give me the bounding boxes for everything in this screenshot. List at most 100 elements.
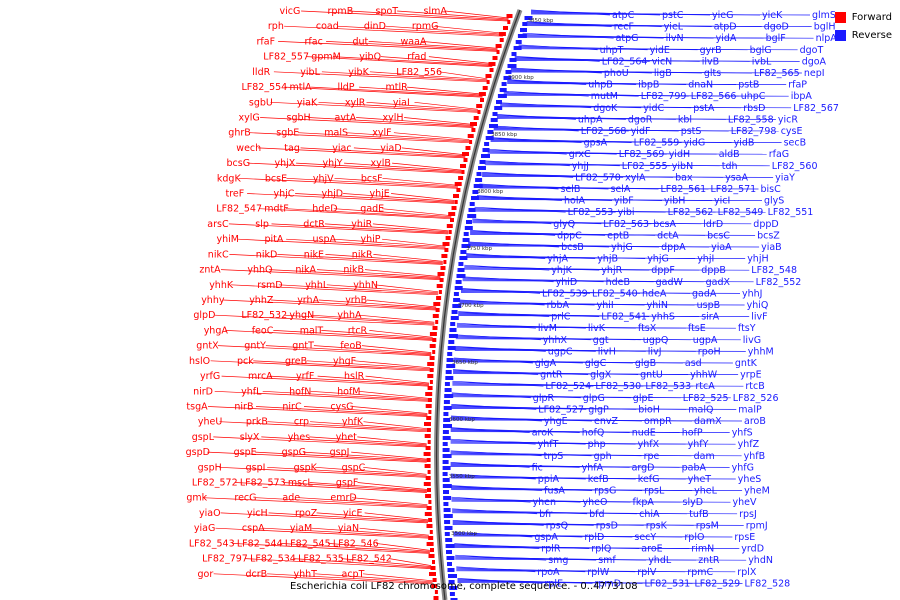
reverse-leader-line bbox=[450, 454, 742, 457]
reverse-gene-feature bbox=[505, 70, 512, 74]
forward-leader-line bbox=[351, 497, 428, 506]
forward-gene-label: LF82_572 bbox=[192, 478, 238, 489]
reverse-gene-label: bglH bbox=[814, 22, 836, 33]
forward-gene-feature bbox=[425, 392, 433, 396]
reverse-gene-label: rimN bbox=[691, 544, 714, 555]
reverse-gene-feature bbox=[468, 208, 476, 212]
forward-leader-line bbox=[220, 512, 429, 524]
reverse-gene-feature bbox=[443, 514, 453, 518]
forward-gene-feature bbox=[428, 536, 434, 540]
forward-leader-line bbox=[318, 101, 478, 112]
reverse-gene-label: ftsX bbox=[638, 323, 657, 334]
forward-gene-feature bbox=[428, 500, 432, 504]
forward-gene-feature bbox=[443, 260, 447, 264]
forward-gene-label: yibK bbox=[348, 67, 369, 78]
ruler-tick-labels: 3850 kbp 3900 kbp 3850 kbp 3800 kbp 3750 kbp… bbox=[449, 18, 554, 537]
forward-gene-feature bbox=[480, 98, 484, 102]
reverse-gene-feature bbox=[442, 454, 452, 458]
forward-leader-line bbox=[277, 254, 443, 264]
forward-gene-label: slyX bbox=[240, 432, 260, 443]
forward-gene-label: gspG bbox=[282, 447, 306, 458]
forward-leader-line bbox=[278, 284, 439, 295]
forward-gene-label: spoT bbox=[376, 6, 399, 17]
reverse-gene-feature bbox=[513, 46, 522, 50]
reverse-gene-label: malP bbox=[738, 404, 762, 415]
forward-leader-line bbox=[366, 299, 437, 308]
forward-leader-line bbox=[221, 375, 430, 387]
reverse-gene-feature bbox=[442, 460, 449, 464]
reverse-gene-label: bglF bbox=[766, 33, 786, 44]
forward-gene-feature bbox=[435, 308, 440, 312]
reverse-leader-line bbox=[453, 373, 739, 375]
forward-leader-line bbox=[298, 497, 428, 507]
reverse-gene-label: bfr bbox=[539, 509, 552, 520]
reverse-leader-line bbox=[472, 222, 752, 225]
forward-gene-label: LF82_557 bbox=[263, 52, 309, 63]
reverse-leader-line bbox=[451, 408, 737, 410]
forward-gene-feature bbox=[445, 236, 451, 240]
forward-gene-label: yrhA bbox=[297, 295, 319, 306]
forward-gene-label: yiac bbox=[332, 143, 351, 154]
forward-leader-line bbox=[214, 314, 435, 326]
reverse-gene-label: ilvN bbox=[666, 33, 684, 44]
reverse-gene-label: uhpT bbox=[600, 45, 624, 56]
reverse-leader-line bbox=[450, 431, 730, 433]
forward-gene-feature bbox=[460, 164, 466, 168]
forward-leader-line bbox=[351, 451, 427, 460]
reverse-gene-label: yieG bbox=[712, 10, 733, 21]
reverse-gene-label: gspA bbox=[534, 532, 558, 543]
forward-leader-line bbox=[310, 314, 435, 324]
reverse-gene-label: gadX bbox=[706, 277, 731, 288]
reverse-gene-feature bbox=[442, 448, 450, 452]
forward-gene-label: recG bbox=[234, 493, 256, 504]
reverse-gene-label: glgB bbox=[635, 358, 656, 369]
forward-gene-label: yhjC bbox=[274, 189, 295, 200]
reverse-gene-label: rplE bbox=[545, 578, 564, 589]
reverse-gene-labels: atpC pstC yieG yieK glmS recF yieL atpD dgoD bglH… bbox=[532, 10, 839, 589]
ruler-tick-label: 3550 kbp bbox=[449, 474, 475, 480]
forward-leader-line bbox=[306, 360, 431, 370]
reverse-leader-line bbox=[454, 547, 740, 549]
forward-leader-line bbox=[334, 238, 446, 248]
forward-gene-label: yhet bbox=[336, 432, 357, 443]
reverse-gene-label: tdh bbox=[722, 161, 738, 172]
forward-gene-label: LF82_556 bbox=[396, 67, 442, 78]
forward-gene-label: malS bbox=[324, 128, 348, 139]
forward-gene-feature bbox=[424, 512, 432, 516]
reverse-gene-feature bbox=[494, 106, 503, 110]
forward-leader-line bbox=[284, 86, 483, 98]
reverse-gene-label: ibpB bbox=[638, 80, 659, 91]
forward-gene-label: avtA bbox=[335, 113, 357, 124]
forward-gene-label: LF82_544 bbox=[237, 538, 283, 549]
reverse-gene-label: hofP bbox=[682, 428, 703, 439]
forward-leader-line bbox=[349, 10, 509, 21]
forward-gene-feature bbox=[478, 92, 486, 96]
reverse-gene-label: LF82_533 bbox=[645, 381, 691, 392]
forward-gene-label: LF82_547 bbox=[216, 204, 262, 215]
reverse-gene-feature bbox=[444, 382, 450, 386]
forward-gene-label: slp bbox=[255, 219, 269, 230]
forward-leader-line bbox=[311, 527, 429, 537]
forward-gene-label: yiaI bbox=[393, 97, 410, 108]
forward-leader-line bbox=[269, 375, 430, 386]
forward-gene-label: acpT bbox=[342, 569, 365, 580]
forward-leader-line bbox=[439, 71, 488, 80]
forward-gene-label: yhhZ bbox=[249, 295, 274, 306]
reverse-gene-feature bbox=[479, 160, 486, 164]
forward-gene-label: yhhy bbox=[201, 295, 225, 306]
reverse-leader-line bbox=[455, 558, 747, 561]
forward-leader-line bbox=[257, 147, 466, 159]
forward-gene-feature bbox=[444, 248, 449, 252]
forward-leader-line bbox=[341, 558, 432, 567]
reverse-gene-label: eptB bbox=[607, 230, 629, 241]
reverse-gene-label: rpoH bbox=[698, 346, 721, 357]
reverse-gene-label: atpG bbox=[616, 33, 639, 44]
reverse-gene-label: pabA bbox=[682, 462, 707, 473]
reverse-gene-label: yhiI bbox=[597, 300, 614, 311]
forward-leader-line bbox=[238, 177, 458, 189]
forward-leader-line bbox=[230, 284, 439, 296]
reverse-gene-label: ugpC bbox=[548, 346, 573, 357]
forward-leader-line bbox=[354, 360, 431, 369]
reverse-gene-label: yheT bbox=[688, 474, 711, 485]
reverse-gene-feature bbox=[443, 418, 451, 422]
